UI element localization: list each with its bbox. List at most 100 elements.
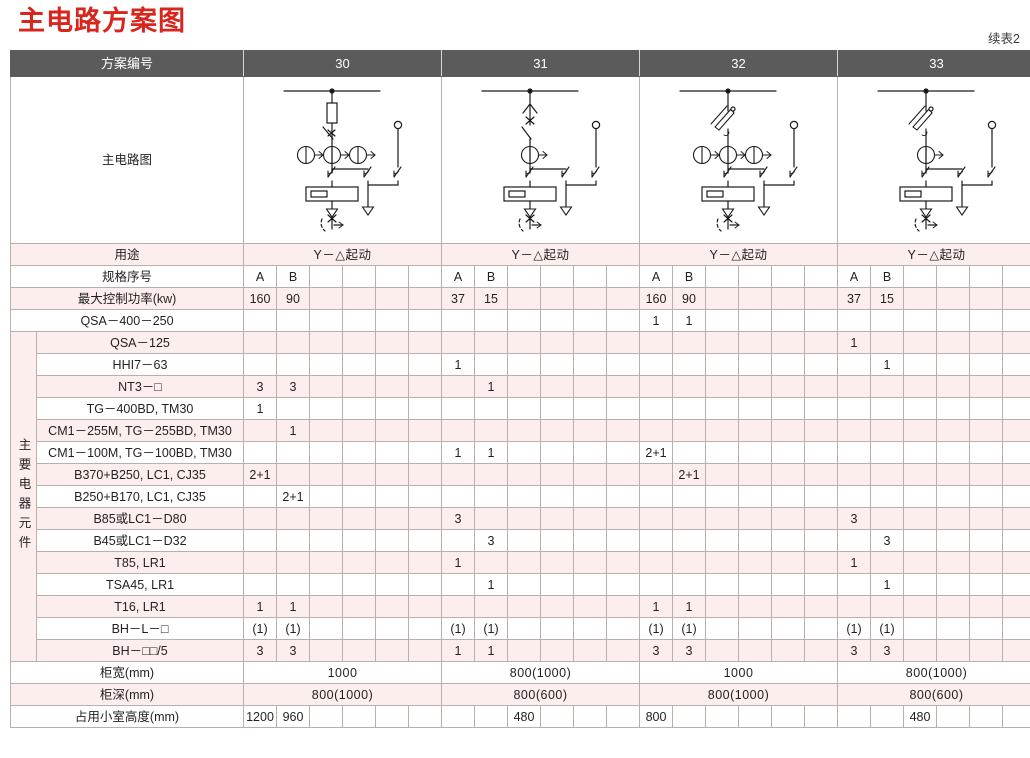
value-cell [573, 353, 607, 376]
value-cell [837, 441, 871, 464]
value-cell [573, 485, 607, 508]
value-cell [441, 705, 475, 728]
value-cell [606, 617, 640, 640]
value-cell [408, 485, 442, 508]
merged-value-cell: Y－△起动 [837, 243, 1030, 266]
value-cell [969, 331, 1003, 354]
value-cell [309, 595, 343, 618]
value-cell [771, 353, 805, 376]
value-cell [408, 375, 442, 398]
value-cell [375, 375, 409, 398]
value-cell [441, 595, 475, 618]
value-cell: 160 [243, 287, 277, 310]
value-cell [1002, 463, 1030, 486]
value-cell [573, 463, 607, 486]
table-header-row: 方案编号 30 31 32 33 [10, 50, 1030, 77]
value-cell [804, 441, 838, 464]
value-cell [243, 529, 277, 552]
table-row: QSA－400－250 1 1 [10, 309, 1030, 332]
value-cell [1002, 287, 1030, 310]
value-cell [474, 485, 508, 508]
value-cell [903, 441, 937, 464]
value-cell [771, 617, 805, 640]
value-cell [606, 705, 640, 728]
value-cell [540, 595, 574, 618]
value-cell [606, 639, 640, 662]
value-cell [573, 309, 607, 332]
value-cell [1002, 595, 1030, 618]
row-label: CM1－255M, TG－255BD, TM30 [36, 419, 244, 442]
value-cell: (1) [639, 617, 673, 640]
value-cell [969, 485, 1003, 508]
value-cell [870, 419, 904, 442]
value-cell: 1 [474, 573, 508, 596]
value-cell [309, 529, 343, 552]
value-cell: 1 [474, 375, 508, 398]
row-label: BH－□□/5 [36, 639, 244, 662]
value-cell [507, 265, 541, 288]
value-cell: B [276, 265, 310, 288]
value-cell [870, 441, 904, 464]
value-cell [969, 287, 1003, 310]
value-cell [408, 419, 442, 442]
value-cell [276, 309, 310, 332]
value-cell [474, 551, 508, 574]
value-cell [342, 551, 376, 574]
value-cell [309, 441, 343, 464]
value-cell [903, 353, 937, 376]
value-cell [309, 353, 343, 376]
value-cell [342, 265, 376, 288]
value-cell [969, 595, 1003, 618]
value-cell [771, 375, 805, 398]
value-cell [507, 441, 541, 464]
value-cell: A [243, 265, 277, 288]
merged-value-cell: Y－△起动 [243, 243, 442, 266]
row-label: HHI7－63 [36, 353, 244, 376]
value-cell [309, 397, 343, 420]
value-cell [672, 441, 706, 464]
value-cell [342, 463, 376, 486]
value-cell [507, 507, 541, 530]
value-cell [309, 617, 343, 640]
table-body: 方案编号 30 31 32 33 主电路图 [10, 50, 1030, 728]
value-cell: 1 [441, 441, 475, 464]
value-cell: (1) [441, 617, 475, 640]
row-label: QSA－400－250 [10, 309, 244, 332]
value-cell [771, 265, 805, 288]
value-cell [1002, 485, 1030, 508]
value-cell [375, 441, 409, 464]
table-row: B45或LC1－D32 3 3 [11, 529, 1030, 552]
value-cell [573, 507, 607, 530]
value-cell [342, 353, 376, 376]
circuit-diagram-30 [243, 76, 442, 244]
value-cell [309, 463, 343, 486]
value-cell [441, 485, 475, 508]
value-cell: A [441, 265, 475, 288]
value-cell [540, 441, 574, 464]
value-cell [342, 573, 376, 596]
value-cell [507, 331, 541, 354]
value-cell [243, 507, 277, 530]
value-cell [573, 617, 607, 640]
value-cell [837, 397, 871, 420]
value-cell [573, 441, 607, 464]
value-cell [672, 573, 706, 596]
value-cell [309, 287, 343, 310]
value-cell [804, 331, 838, 354]
value-cell [936, 573, 970, 596]
diagram-row: 主电路图 [10, 76, 1030, 244]
value-cell [309, 419, 343, 442]
value-cell: A [837, 265, 871, 288]
value-cell [771, 705, 805, 728]
value-cell [276, 463, 310, 486]
value-cell [408, 639, 442, 662]
value-cell [639, 419, 673, 442]
value-cell: 3 [639, 639, 673, 662]
value-cell [936, 507, 970, 530]
value-cell [936, 287, 970, 310]
value-cell [738, 507, 772, 530]
value-cell [804, 617, 838, 640]
value-cell [342, 375, 376, 398]
row-label: 用途 [10, 243, 244, 266]
merged-value-cell: 800(1000) [243, 683, 442, 706]
